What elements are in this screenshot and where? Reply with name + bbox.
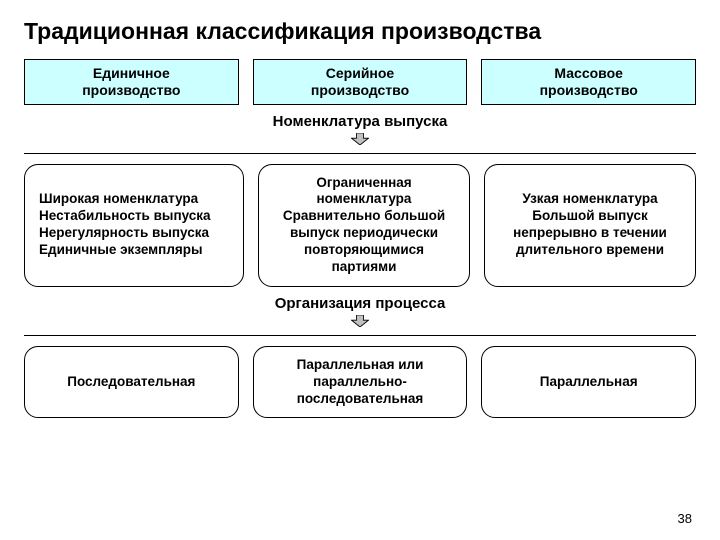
s1b1-l1: Широкая номенклатура xyxy=(39,191,237,208)
top-box-3-line2: производство xyxy=(540,82,638,98)
s1b1-l2: Нестабильность выпуска xyxy=(39,208,237,225)
s1-box-2: Ограниченная номенклатура Сравнительно б… xyxy=(258,164,470,287)
s2b2-l1: Параллельная или xyxy=(260,357,461,374)
s1b3-l4: длительного времени xyxy=(491,242,689,259)
top-row: Единичное производство Серийное производ… xyxy=(24,59,696,105)
s1b3-l3: непрерывно в течении xyxy=(491,225,689,242)
s2b2-l3: последовательная xyxy=(260,391,461,408)
top-box-2-line2: производство xyxy=(311,82,409,98)
s2-box-2: Параллельная или параллельно- последоват… xyxy=(253,346,468,419)
s1b2-l3: Сравнительно большой xyxy=(265,208,463,225)
arrow-down-icon xyxy=(351,133,369,145)
top-box-1-line1: Единичное xyxy=(93,65,170,81)
page-title: Традиционная классификация производства xyxy=(24,18,696,45)
rule-2 xyxy=(24,335,696,336)
top-box-1-line2: производство xyxy=(82,82,180,98)
s1-box-3: Узкая номенклатура Большой выпуск непрер… xyxy=(484,164,696,287)
rule-1 xyxy=(24,153,696,154)
section1-label: Номенклатура выпуска xyxy=(24,113,696,130)
s2b3-l1: Параллельная xyxy=(488,374,689,391)
s1b2-l4: выпуск периодически xyxy=(265,225,463,242)
s1b1-l3: Нерегулярность выпуска xyxy=(39,225,237,242)
s1b2-l1: Ограниченная xyxy=(265,175,463,192)
page-number: 38 xyxy=(678,511,692,526)
arrow-1-wrap xyxy=(24,132,696,150)
s1b3-l1: Узкая номенклатура xyxy=(491,191,689,208)
top-box-1: Единичное производство xyxy=(24,59,239,105)
s1b2-l5: повторяющимися xyxy=(265,242,463,259)
section1-row: Широкая номенклатура Нестабильность выпу… xyxy=(24,164,696,287)
top-box-3: Массовое производство xyxy=(481,59,696,105)
section2-label: Организация процесса xyxy=(24,295,696,312)
arrow-down-icon xyxy=(351,315,369,327)
top-box-2: Серийное производство xyxy=(253,59,468,105)
section2-row: Последовательная Параллельная или паралл… xyxy=(24,346,696,419)
s2b2-l2: параллельно- xyxy=(260,374,461,391)
top-box-3-line1: Массовое xyxy=(554,65,623,81)
s1-box-1: Широкая номенклатура Нестабильность выпу… xyxy=(24,164,244,287)
s2b1-l1: Последовательная xyxy=(31,374,232,391)
top-box-2-line1: Серийное xyxy=(326,65,394,81)
s1b1-l4: Единичные экземпляры xyxy=(39,242,237,259)
s1b2-l2: номенклатура xyxy=(265,191,463,208)
s2-box-1: Последовательная xyxy=(24,346,239,419)
s1b2-l6: партиями xyxy=(265,259,463,276)
arrow-2-wrap xyxy=(24,314,696,332)
s2-box-3: Параллельная xyxy=(481,346,696,419)
s1b3-l2: Большой выпуск xyxy=(491,208,689,225)
